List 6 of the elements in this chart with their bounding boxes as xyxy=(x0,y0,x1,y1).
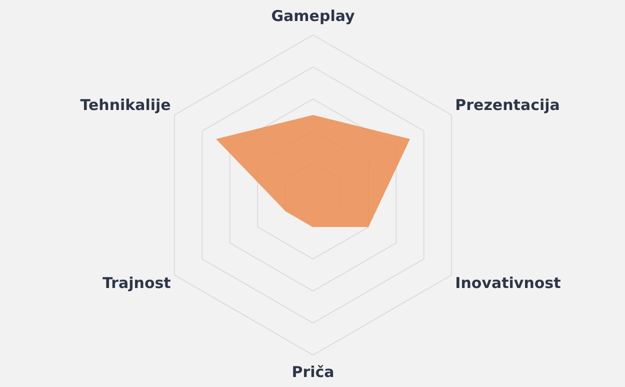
spoke-label: Inovativnost xyxy=(455,274,561,292)
spoke-label: Gameplay xyxy=(271,7,355,26)
spoke-label: Trajnost xyxy=(102,274,171,292)
spoke-label: Priča xyxy=(292,363,334,382)
spoke-label: Tehnikalije xyxy=(80,96,171,114)
spoke-label: Prezentacija xyxy=(455,96,560,114)
